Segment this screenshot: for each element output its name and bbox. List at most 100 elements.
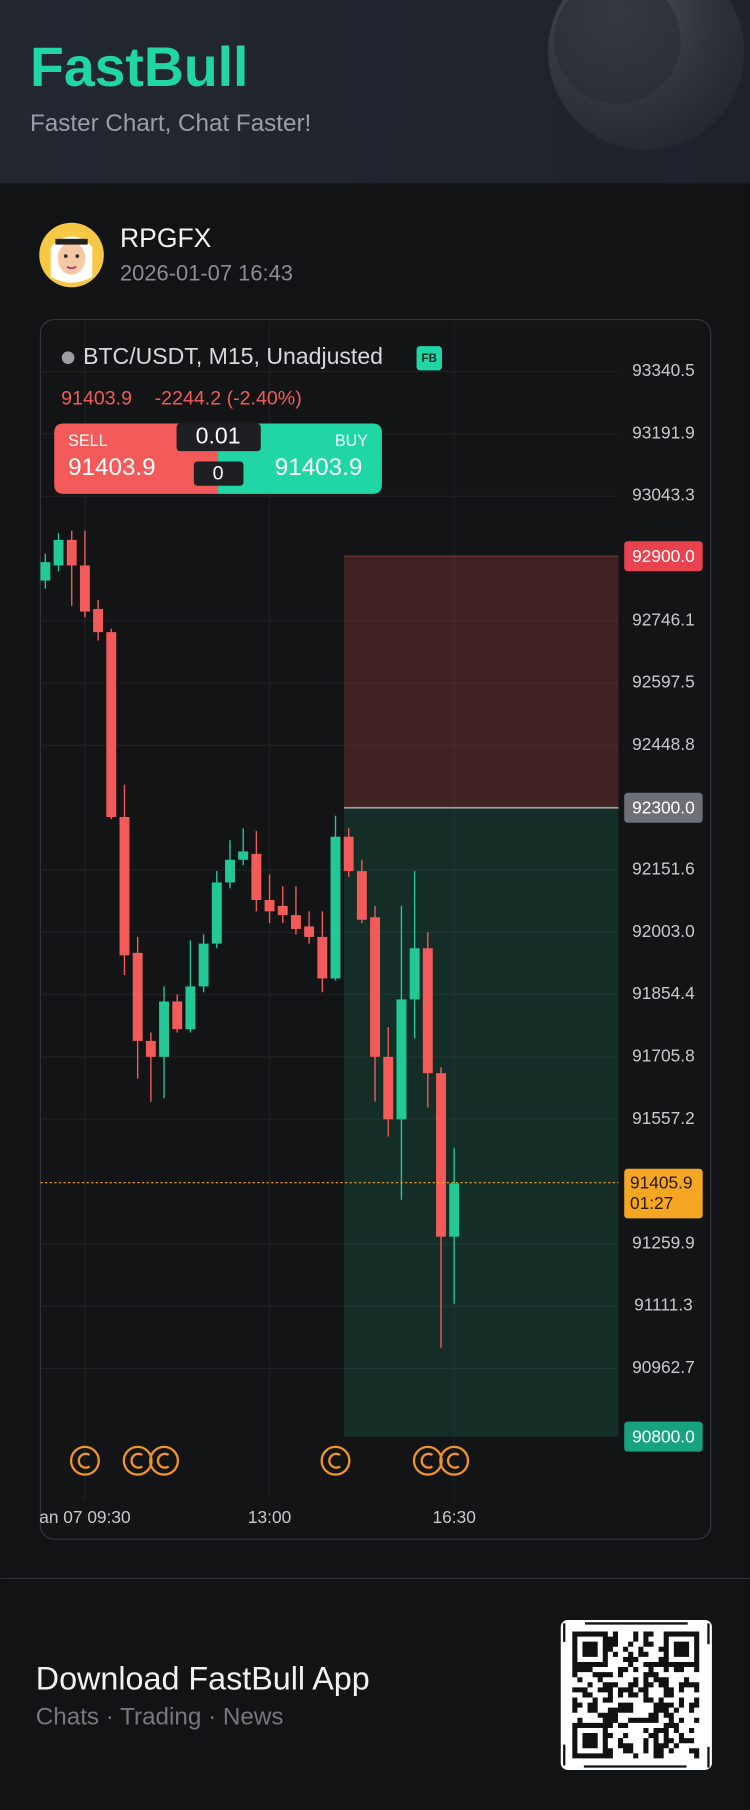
plot-area [40, 320, 619, 1500]
candle-body [264, 900, 275, 912]
candle-body [93, 609, 104, 633]
lot: 0.01 [196, 422, 241, 448]
candle-body [66, 539, 77, 566]
candle-body [172, 1001, 183, 1030]
y-tick-label: 91111.3 [634, 1295, 693, 1315]
event-icon-glyph [328, 1452, 341, 1469]
stop-zone [344, 556, 619, 808]
candle-body [422, 948, 433, 1074]
status-dot [61, 351, 75, 365]
candle-body [40, 562, 51, 581]
candle-body [238, 851, 249, 860]
user-name: RPGFX [120, 223, 212, 253]
y-tick-label: 91557.2 [632, 1108, 695, 1128]
candle-body [198, 943, 209, 987]
qr-code [560, 1619, 712, 1770]
y-tick-label: 92597.5 [632, 672, 695, 692]
price-badge-label: 92900.0 [632, 546, 695, 566]
lot-box[interactable] [176, 423, 261, 452]
avatar [39, 222, 104, 288]
y-tick-label: 92448.8 [632, 734, 695, 754]
price-badge [624, 541, 703, 572]
sell-price: 91403.9 [68, 454, 156, 481]
candle-body [290, 915, 301, 929]
event-icon [320, 1445, 351, 1476]
sell-label: SELL [68, 432, 108, 450]
x-tick-label: 16:30 [433, 1507, 476, 1527]
trade-panel: SELL 91403.9 0.01 0 BUY 91403.9 [54, 422, 382, 494]
y-tick-label: 93340.5 [632, 360, 695, 380]
candle-body [317, 936, 328, 979]
post-time: 2026-01-07 16:43 [120, 260, 293, 285]
y-tick-label: 92003.0 [632, 921, 695, 941]
y-tick-label: 92151.6 [632, 859, 695, 879]
countdown: 01:27 [630, 1193, 673, 1213]
candle-body [436, 1073, 446, 1237]
y-tick-label: 93191.9 [632, 422, 695, 442]
candle-body [119, 817, 130, 956]
spread: 0 [213, 462, 224, 484]
y-tick-label: 91705.8 [632, 1045, 695, 1065]
candle-body [211, 882, 222, 944]
current-price-label: 91405.9 [630, 1172, 693, 1192]
y-tick-label: 93043.3 [632, 485, 695, 505]
price-badge-label: 90800.0 [632, 1426, 695, 1446]
y-tick-label: 92746.1 [632, 609, 695, 629]
candle-body [132, 952, 143, 1041]
candle-body [251, 853, 262, 901]
candle-body [185, 986, 196, 1030]
header-decoration [548, 0, 745, 150]
candle-body [330, 836, 341, 979]
candle-body [225, 859, 235, 883]
spread-box [193, 461, 244, 486]
candle-body [145, 1040, 156, 1057]
footer-subtitle: Chats · Trading · News [36, 1703, 284, 1730]
fb-badge [416, 346, 442, 371]
buy-price: 91403.9 [275, 454, 363, 481]
target-zone [344, 807, 619, 1437]
event-icon-glyph [420, 1452, 434, 1469]
qr-modules [572, 1631, 700, 1759]
candle-body [396, 999, 407, 1120]
price-badge [624, 1421, 703, 1452]
x-tick-label: 13:00 [248, 1507, 291, 1527]
price-badge-label: 92300.0 [632, 798, 695, 818]
y-tick-label: 91259.9 [632, 1232, 695, 1252]
event-icon [439, 1445, 470, 1476]
y-tick-label: 91854.4 [632, 983, 695, 1003]
event-icon-glyph [156, 1452, 170, 1469]
footer-title: Download FastBull App [36, 1661, 370, 1697]
price-axis: 93340.5 93191.9 93043.3 92746.1 92597.5 92448… [39, 360, 703, 1527]
candle-body [370, 917, 381, 1057]
candle-body [304, 926, 315, 937]
tagline: Faster Chart, Chat Faster! [30, 110, 311, 137]
candle-body [79, 565, 90, 612]
candle-body [409, 948, 420, 1000]
event-icon [69, 1445, 100, 1476]
candle-body [277, 905, 288, 916]
candle-body [159, 1001, 170, 1057]
x-tick-label: an 07 09:30 [39, 1507, 130, 1527]
event-icon [122, 1445, 153, 1476]
last-price: 91403.9 [61, 387, 132, 409]
event-icon-glyph [446, 1452, 460, 1469]
price-change: -2244.2 (-2.40%) [155, 387, 302, 409]
symbol: BTC/USDT, M15, Unadjusted [83, 343, 383, 369]
candle-body [383, 1056, 394, 1120]
brand: FastBull [30, 36, 248, 98]
buy-label: BUY [335, 432, 368, 450]
fb-badge-text: FB [422, 353, 437, 365]
candle-body [449, 1183, 460, 1237]
candle-body [106, 632, 117, 818]
event-icon [149, 1445, 180, 1476]
event-icon-glyph [130, 1452, 143, 1469]
current-price-badge [624, 1168, 703, 1219]
event-icon-glyph [77, 1452, 91, 1469]
candle-body [356, 871, 367, 920]
price-badge [624, 792, 703, 823]
candle-body [343, 836, 354, 872]
event-icon [412, 1445, 443, 1476]
y-tick-label: 90962.7 [632, 1357, 695, 1377]
